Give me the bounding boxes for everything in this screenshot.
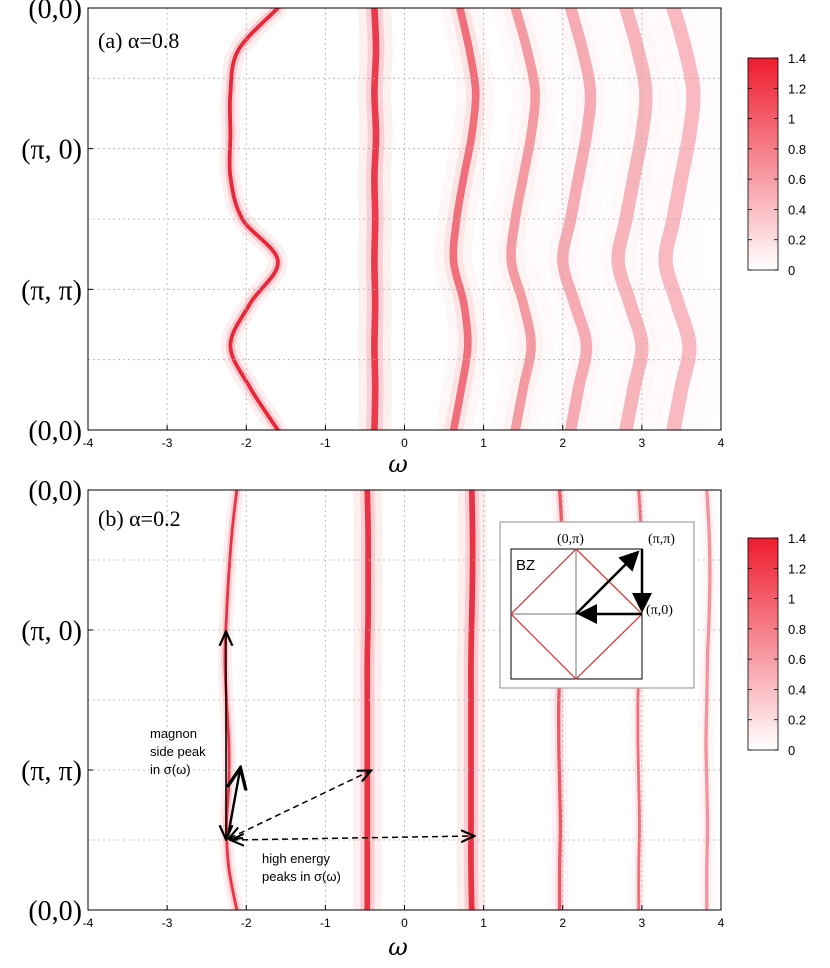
colorbar-a: 1.4 1.2 1 0.8 0.6 0.4 0.2 0 (747, 51, 806, 278)
y-tick-label: (π, 0) (21, 616, 82, 647)
panel-a-y-ticks: (0,0) (π, 0) (π, π) (0,0) (21, 0, 93, 447)
x-tick-label: -2 (241, 916, 252, 930)
panel-b-x-ticks: -4 -3 -2 -1 0 1 2 3 4 (83, 905, 725, 930)
colorbar-tick-label: 1.2 (788, 561, 806, 576)
x-tick-label: 2 (559, 436, 566, 450)
colorbar-a-bar (747, 57, 779, 271)
band-a-5 (611, 8, 653, 430)
magnon-text-3: in σ(ω) (150, 762, 191, 777)
y-tick-label: (0,0) (28, 0, 82, 25)
colorbar-tick-label: 1 (788, 112, 795, 127)
panel-b-y-ticks: (0,0) (π, 0) (π, π) (0,0) (21, 476, 93, 927)
high-energy-arrow-1 (230, 771, 370, 838)
colorbar-tick-label: 0.8 (788, 142, 806, 157)
colorbar-tick-label: 0.8 (788, 622, 806, 637)
y-tick-label: (π, 0) (21, 135, 82, 166)
x-tick-label: -4 (83, 436, 94, 450)
colorbar-tick-label: 0.4 (788, 202, 806, 217)
colorbar-tick-label: 1.2 (788, 81, 806, 96)
x-tick-label: -3 (162, 916, 173, 930)
x-tick-label: -1 (320, 916, 331, 930)
inset-diamond (510, 548, 643, 680)
inset-point-top: (0,π) (557, 532, 584, 547)
inset-frame (499, 521, 695, 689)
band-a-3 (499, 8, 548, 430)
x-tick-label: 0 (401, 916, 408, 930)
y-tick-label: (0,0) (28, 896, 82, 927)
magnon-text-2: side peak (150, 744, 206, 759)
y-tick-label: (π, π) (21, 756, 82, 787)
panel-a-xlabel: ω (388, 450, 408, 478)
x-tick-label: -3 (162, 436, 173, 450)
high-energy-annotation: high energy peaks in σ(ω) (230, 771, 473, 884)
bz-inset: BZ (0,π) (π,π) (π,0) (499, 521, 695, 689)
inset-point-corner: (π,π) (648, 532, 675, 547)
colorbar-tick-label: 0 (788, 263, 795, 278)
band-b-2 (456, 490, 487, 910)
x-tick-label: 1 (480, 436, 487, 450)
x-tick-label: 4 (718, 916, 725, 930)
band-a-1 (357, 8, 393, 430)
colorbar-tick-label: 0.6 (788, 652, 806, 667)
band-a-4 (557, 8, 597, 430)
band-b-5 (701, 490, 715, 910)
colorbar-b-bar (747, 537, 779, 751)
colorbar-tick-label: 0 (788, 743, 795, 758)
colorbar-tick-label: 0.2 (788, 233, 806, 248)
x-tick-label: 4 (718, 436, 725, 450)
panel-b-xlabel: ω (388, 933, 408, 961)
colorbar-tick-label: 0.2 (788, 713, 806, 728)
colorbar-tick-label: 0.6 (788, 172, 806, 187)
y-tick-label: (0,0) (28, 416, 82, 447)
x-tick-label: -1 (320, 436, 331, 450)
band-a-2 (434, 8, 495, 430)
panel-a-x-ticks: -4 -3 -2 -1 0 1 2 3 4 (83, 425, 725, 450)
x-tick-label: -2 (241, 436, 252, 450)
y-tick-label: (π, π) (21, 275, 82, 306)
x-tick-label: 0 (401, 436, 408, 450)
high-energy-arrow-2 (232, 836, 473, 840)
colorbar-tick-label: 1.4 (788, 531, 806, 546)
panel-b: -4 -3 -2 -1 0 1 2 3 4 (0,0) (π, 0) (π, π) (0,0) (b)… (21, 476, 725, 961)
panel-a-label: (a) α=0.8 (98, 28, 179, 53)
inset-bz-label: BZ (516, 557, 535, 574)
x-tick-label: 3 (639, 916, 646, 930)
colorbar-tick-label: 1 (788, 592, 795, 607)
colorbar-b: 1.4 1.2 1 0.8 0.6 0.4 0.2 0 (747, 531, 806, 758)
panel-b-label: (b) α=0.2 (98, 506, 181, 531)
panel-a: -4 -3 -2 -1 0 1 2 3 4 (0,0) (π, 0) (π, π) (0,0) (a)… (21, 0, 725, 478)
band-a-0 (220, 8, 288, 430)
colorbar-tick-label: 0.4 (788, 682, 806, 697)
magnon-text-1: magnon (150, 726, 197, 741)
x-tick-label: -4 (83, 916, 94, 930)
colorbar-tick-label: 1.4 (788, 51, 806, 66)
high-energy-text-2: peaks in σ(ω) (262, 869, 341, 884)
high-energy-text-1: high energy (262, 851, 330, 866)
inset-point-right: (π,0) (646, 603, 673, 618)
x-tick-label: 3 (639, 436, 646, 450)
panel-a-grid (88, 8, 721, 430)
x-tick-label: 1 (480, 916, 487, 930)
y-tick-label: (0,0) (28, 476, 82, 507)
x-tick-label: 2 (559, 916, 566, 930)
